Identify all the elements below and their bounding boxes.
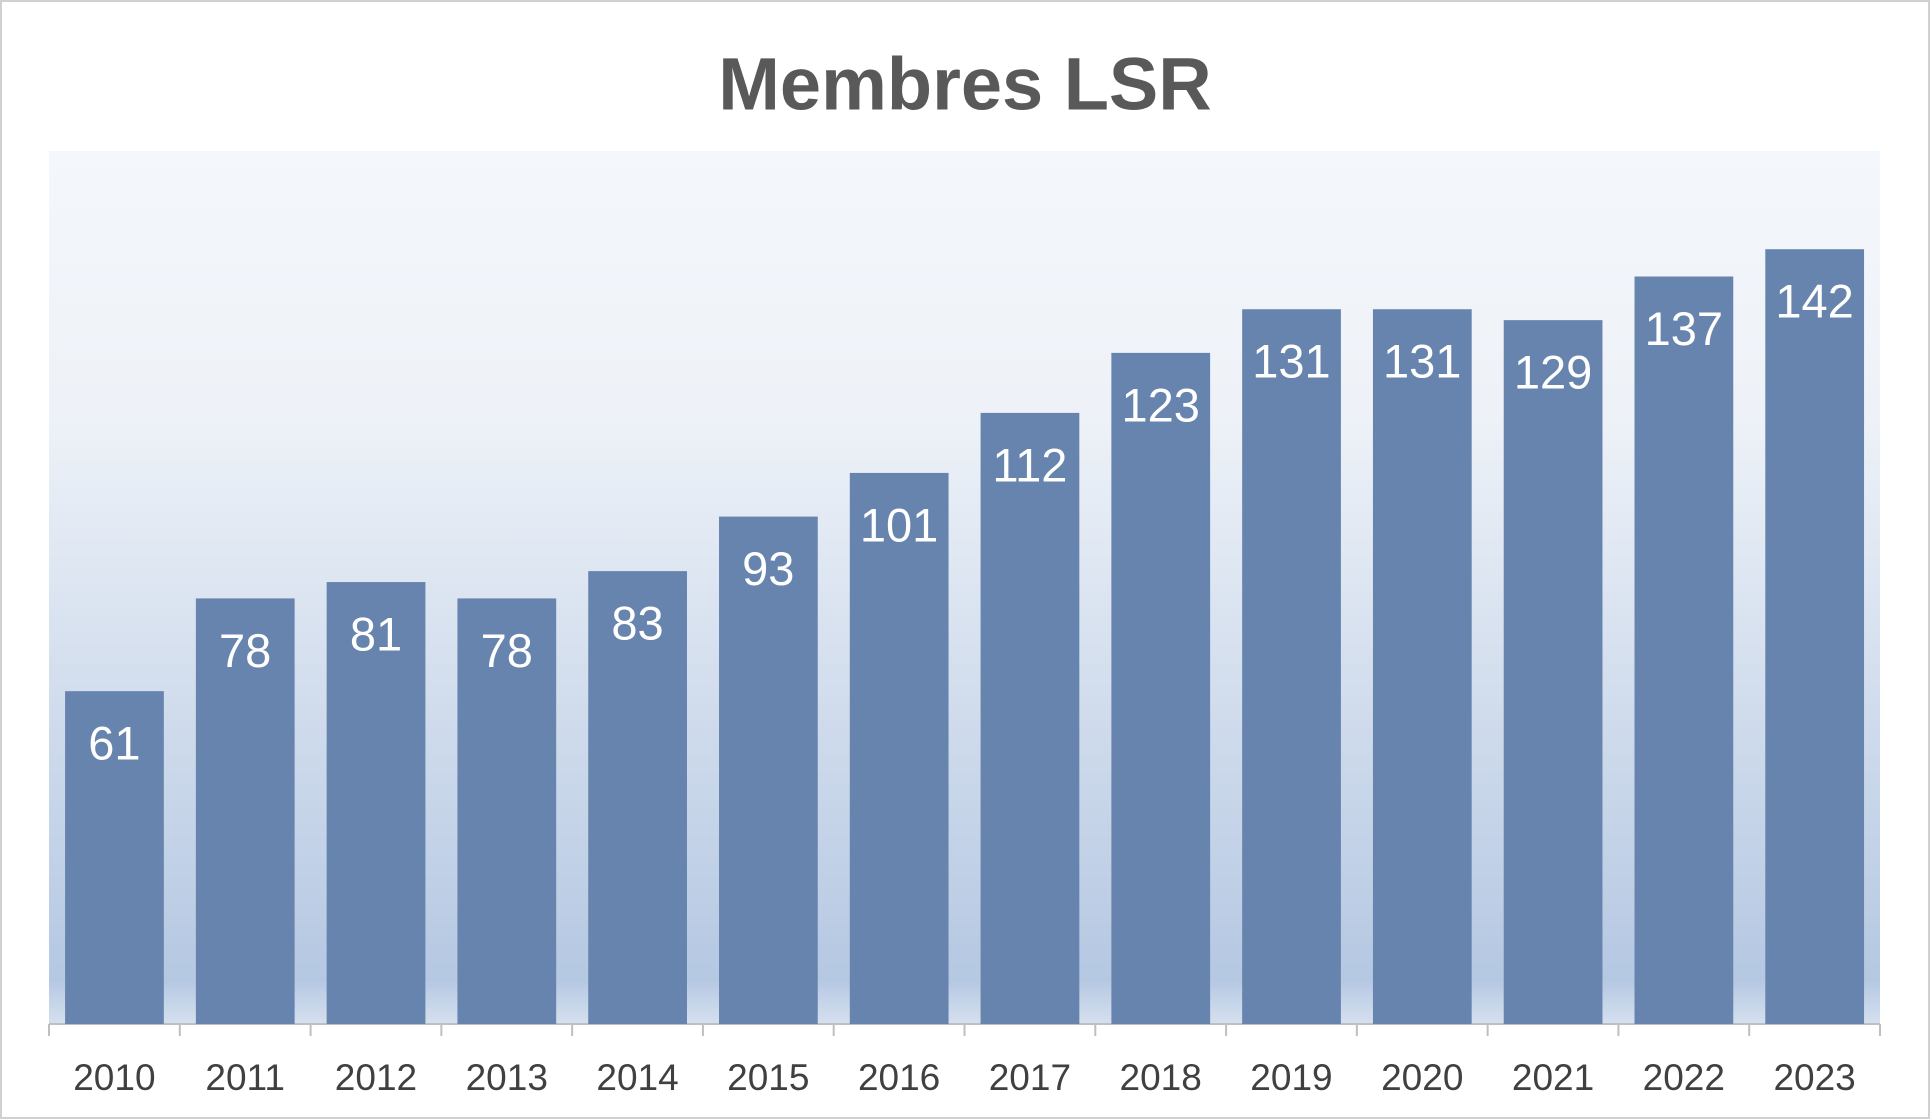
x-tick-label: 2017 xyxy=(989,1057,1071,1098)
x-tick-label: 2022 xyxy=(1643,1057,1725,1098)
data-label: 137 xyxy=(1645,302,1723,355)
x-tick-label: 2018 xyxy=(1120,1057,1202,1098)
data-label: 142 xyxy=(1775,275,1853,328)
bar xyxy=(1765,249,1865,1024)
x-tick-label: 2010 xyxy=(73,1057,155,1098)
x-tick-label: 2020 xyxy=(1381,1057,1463,1098)
x-tick-label: 2021 xyxy=(1512,1057,1594,1098)
bar xyxy=(849,472,949,1024)
data-label: 112 xyxy=(992,438,1067,491)
bar xyxy=(1503,320,1603,1024)
data-label: 93 xyxy=(742,542,794,595)
data-label: 61 xyxy=(88,717,140,770)
x-tick-label: 2023 xyxy=(1773,1057,1855,1098)
data-label: 78 xyxy=(481,624,533,677)
data-label: 131 xyxy=(1383,335,1461,388)
data-label: 131 xyxy=(1252,335,1330,388)
bar xyxy=(1634,276,1734,1024)
data-label: 81 xyxy=(350,607,402,660)
bar xyxy=(195,598,295,1024)
data-label: 83 xyxy=(611,597,663,650)
x-tick-label: 2013 xyxy=(466,1057,548,1098)
bar xyxy=(719,516,818,1024)
chart-title: Membres LSR xyxy=(718,43,1211,126)
x-tick-label: 2014 xyxy=(596,1057,678,1098)
x-tick-label: 2016 xyxy=(858,1057,940,1098)
data-label: 101 xyxy=(860,498,938,551)
bar xyxy=(1242,309,1341,1024)
bar xyxy=(588,571,687,1024)
data-label: 129 xyxy=(1514,346,1592,399)
plot-area xyxy=(49,151,1880,1024)
x-tick-label: 2015 xyxy=(727,1057,809,1098)
x-tick-label: 2012 xyxy=(335,1057,417,1098)
bar xyxy=(1111,352,1211,1025)
bar xyxy=(1372,309,1472,1024)
bar xyxy=(326,582,426,1024)
x-tick-label: 2011 xyxy=(205,1057,285,1098)
data-label: 78 xyxy=(219,624,271,677)
data-label: 123 xyxy=(1121,378,1199,431)
bar xyxy=(457,598,557,1024)
x-tick-label: 2019 xyxy=(1250,1057,1332,1098)
bar xyxy=(65,691,164,1024)
bar xyxy=(980,412,1080,1024)
